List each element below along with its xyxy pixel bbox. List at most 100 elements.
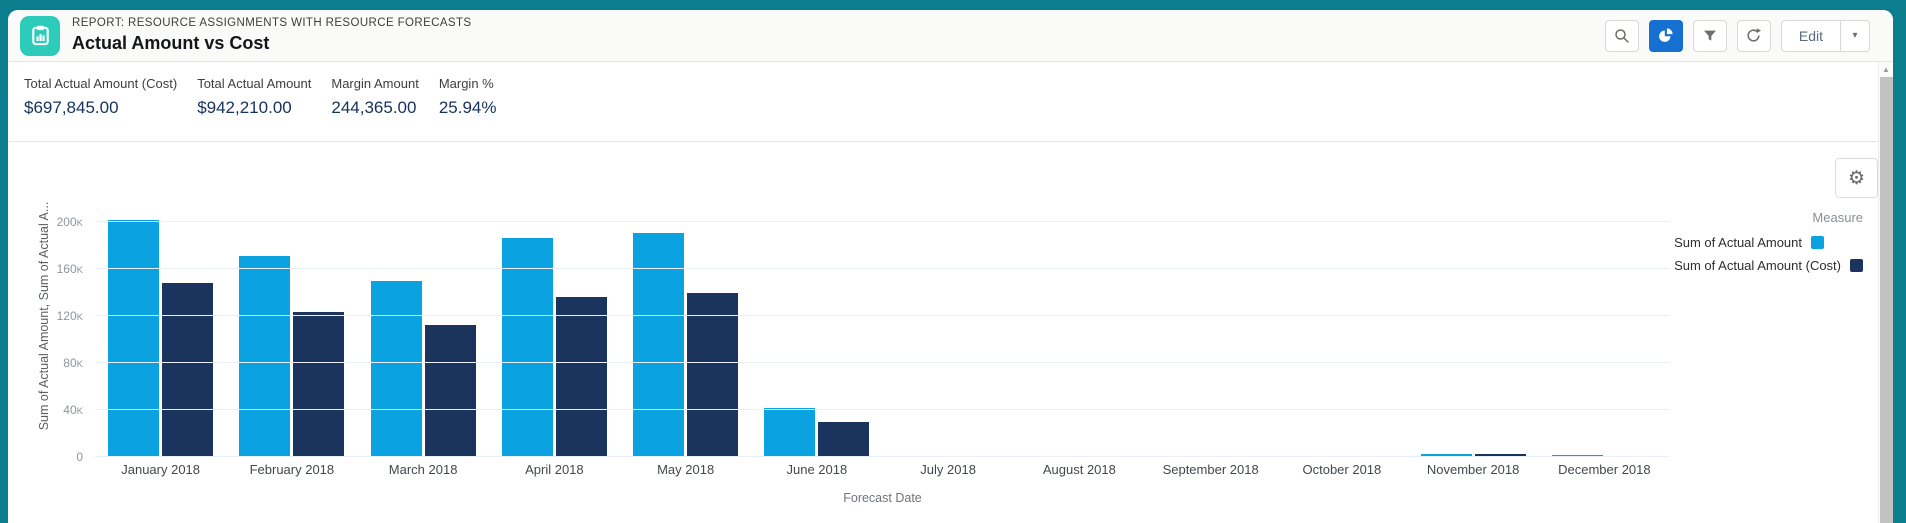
summary-metrics: Total Actual Amount (Cost) $697,845.00 T… [8,62,1893,142]
gridline [95,456,1670,457]
chart-legend: Measure Sum of Actual Amount Sum of Actua… [1674,210,1863,281]
scroll-up-icon: ▲ [1882,65,1890,74]
legend-label: Sum of Actual Amount [1674,235,1802,250]
y-tick-label: 40K [63,403,83,417]
gridline [95,268,1670,269]
report-card: REPORT: RESOURCE ASSIGNMENTS WITH RESOUR… [8,10,1893,523]
bar[interactable] [239,256,291,457]
x-axis-label: October 2018 [1302,462,1382,477]
bar[interactable] [293,312,345,457]
gridline [95,221,1670,222]
metric-label: Total Actual Amount (Cost) [24,76,178,91]
bar[interactable] [764,407,816,457]
edit-dropdown-button[interactable]: ▾ [1840,19,1870,52]
filter-icon [1703,30,1716,41]
legend-title: Measure [1812,210,1863,225]
bar[interactable] [555,297,607,457]
x-axis-title: Forecast Date [843,491,922,505]
chart-panel: ⚙ Measure Sum of Actual Amount Sum of Act… [8,142,1893,523]
pie-chart-icon [1659,28,1673,42]
metric-label: Total Actual Amount [197,76,312,91]
clipboard-chart-icon [31,25,49,46]
scroll-up-button[interactable]: ▲ [1879,62,1893,77]
legend-item[interactable]: Sum of Actual Amount [1674,235,1863,250]
gear-icon: ⚙ [1847,167,1866,189]
bar[interactable] [1551,454,1603,457]
bar-group [1014,175,1145,457]
metric-label: Margin Amount [331,76,419,91]
bar[interactable] [1474,454,1526,457]
bar-group [95,175,226,457]
toolbar: Edit ▾ [1604,19,1878,52]
y-tick-label: 80K [63,356,83,370]
x-axis-label: August 2018 [1042,462,1116,477]
scrollbar-thumb[interactable] [1880,77,1893,523]
y-axis-ticks: 0 40K 80K 120K 160K 200K [8,175,83,464]
x-axis-label: November 2018 [1426,462,1520,477]
bar-group [489,175,620,457]
metric-total-actual-amount-cost: Total Actual Amount (Cost) $697,845.00 [24,76,177,141]
bar-group [883,175,1014,457]
x-axis-label: March 2018 [388,462,458,477]
bar[interactable] [687,292,739,457]
chevron-down-icon: ▾ [1852,30,1858,41]
bar[interactable] [818,421,870,457]
bar[interactable] [162,283,214,457]
metric-margin-amount: Margin Amount 244,365.00 [331,76,418,141]
x-axis-label: December 2018 [1558,462,1651,477]
x-axis-label: May 2018 [657,462,715,477]
filter-button[interactable] [1692,19,1727,52]
bar[interactable] [424,325,476,457]
bar-group [751,175,882,457]
search-button[interactable] [1604,19,1639,52]
gridline [95,362,1670,363]
legend-items: Sum of Actual Amount Sum of Actual Amount… [1674,235,1863,281]
metric-value: $942,210.00 [197,98,292,117]
search-icon [1615,28,1629,43]
x-axis-label: February 2018 [249,462,335,477]
metric-value: 244,365.00 [331,98,417,117]
y-tick-label: 0 [76,450,83,464]
edit-button-group: Edit ▾ [1780,19,1870,52]
metric-total-actual-amount: Total Actual Amount $942,210.00 [197,76,311,141]
bar[interactable] [108,219,160,457]
plot-area [95,175,1670,457]
legend-swatch [1811,236,1824,249]
vertical-scrollbar[interactable]: ▲ [1878,62,1893,523]
legend-item[interactable]: Sum of Actual Amount (Cost) [1674,258,1863,273]
bar-group [620,175,751,457]
refresh-button[interactable] [1736,19,1771,52]
y-tick-label: 120K [56,309,83,323]
x-axis-label: June 2018 [786,462,848,477]
gridline [95,409,1670,410]
legend-swatch [1850,259,1863,272]
x-axis-label: July 2018 [920,462,976,477]
metric-value: $697,845.00 [24,98,119,117]
bar-group [1145,175,1276,457]
y-tick-label: 160K [56,262,83,276]
report-icon [20,15,60,56]
metric-label: Margin % [438,76,494,91]
report-type-label: REPORT: RESOURCE ASSIGNMENTS WITH RESOUR… [72,17,472,30]
page-title: Actual Amount vs Cost [72,33,270,54]
bar-group [226,175,357,457]
edit-button[interactable]: Edit [1780,19,1841,52]
legend-label: Sum of Actual Amount (Cost) [1674,258,1841,273]
bar-group [358,175,489,457]
x-axis-label: April 2018 [525,462,584,477]
metric-margin-percent: Margin % 25.94% [439,76,497,141]
y-tick-label: 200K [56,215,83,229]
bar[interactable] [370,280,422,457]
bar[interactable] [501,238,553,457]
bar[interactable] [1420,454,1472,457]
gridline [95,315,1670,316]
x-axis-label: January 2018 [121,462,201,477]
chart-settings-button[interactable]: ⚙ [1835,158,1878,198]
bar-group [1276,175,1407,457]
refresh-icon [1747,28,1762,42]
chart-toggle-button[interactable] [1648,19,1683,52]
bar[interactable] [633,232,685,457]
report-header: REPORT: RESOURCE ASSIGNMENTS WITH RESOUR… [8,10,1893,62]
x-axis-label: September 2018 [1162,462,1259,477]
metric-value: 25.94% [438,98,497,117]
